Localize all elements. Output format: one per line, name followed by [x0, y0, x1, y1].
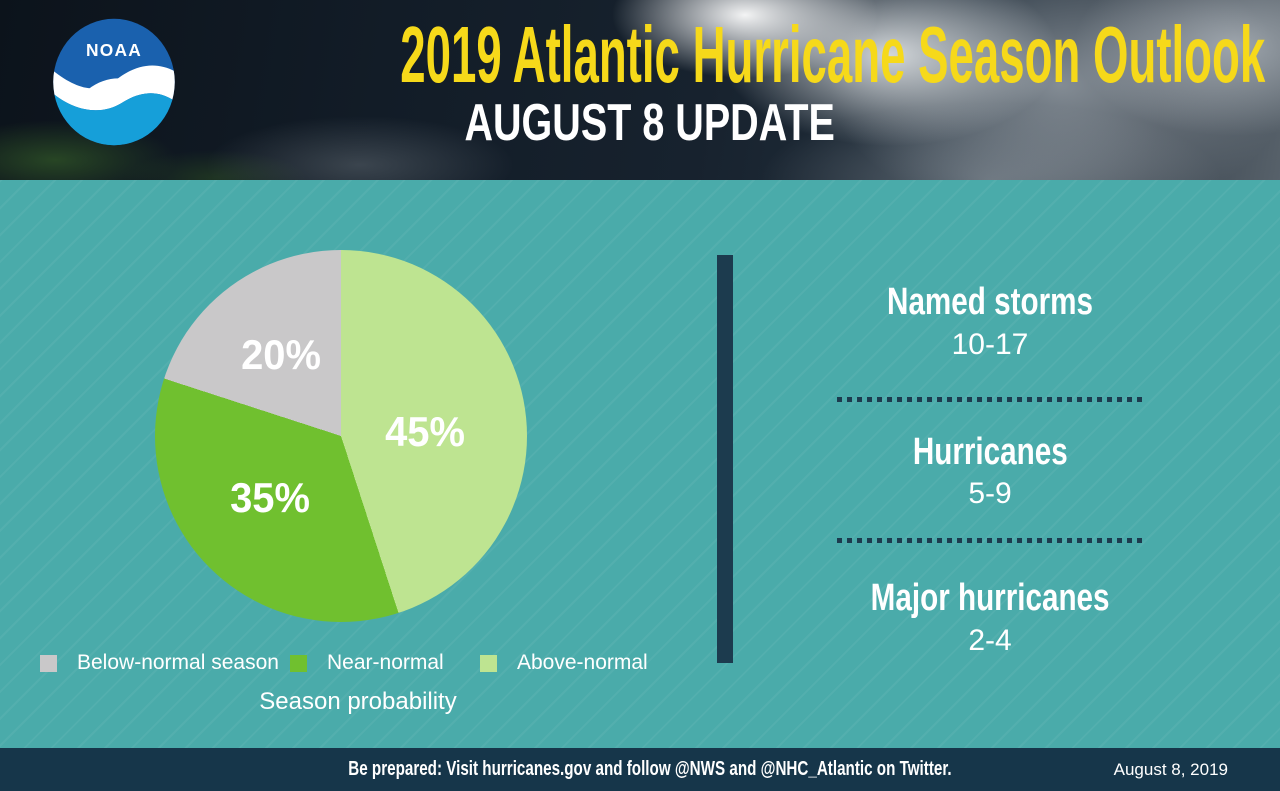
dotted-divider — [837, 397, 1143, 402]
noaa-logo-text: NOAA — [86, 40, 142, 60]
legend-label-below-normal: Below-normal season — [77, 651, 279, 674]
pie-chart: 45% 35% 20% — [155, 250, 527, 622]
stat-value-major-hurricanes: 2-4 — [968, 624, 1012, 657]
pie-slice-label-below-normal: 20% — [241, 331, 321, 378]
pie-slice-label-above-normal: 45% — [385, 408, 465, 455]
footer-date: August 8, 2019 — [1113, 760, 1228, 779]
legend-swatch-above-normal — [480, 654, 497, 672]
legend-swatch-below-normal — [40, 654, 57, 672]
stat-value-named-storms: 10-17 — [951, 328, 1029, 361]
vertical-divider — [717, 255, 733, 663]
chart-caption: Season probability — [259, 688, 457, 715]
main-content: 45% 35% 20% Below-normal season Near-nor… — [0, 180, 1280, 748]
legend-item-above-normal: Above-normal — [480, 647, 648, 679]
stat-label-named-storms: Named storms — [887, 281, 1093, 323]
footer-bar: Be prepared: Visit hurricanes.gov and fo… — [0, 748, 1280, 791]
stat-label-major-hurricanes: Major hurricanes — [870, 577, 1110, 619]
dotted-divider — [837, 538, 1143, 543]
pie-slice-label-near-normal: 35% — [230, 474, 310, 521]
legend-swatch-near-normal — [290, 654, 307, 672]
page-subtitle: AUGUST 8 UPDATE — [464, 94, 836, 152]
legend-label-near-normal: Near-normal — [327, 651, 444, 674]
stat-value-hurricanes: 5-9 — [968, 477, 1012, 510]
legend-item-below-normal: Below-normal season — [40, 647, 279, 679]
legend-label-above-normal: Above-normal — [517, 651, 648, 674]
header-banner: NOAA 2019 Atlantic Hurricane Season Outl… — [0, 0, 1280, 180]
footer-message: Be prepared: Visit hurricanes.gov and fo… — [348, 758, 952, 780]
page-title: 2019 Atlantic Hurricane Season Outlook — [400, 10, 1266, 99]
stat-label-hurricanes: Hurricanes — [912, 431, 1068, 473]
noaa-logo: NOAA — [52, 16, 176, 148]
noaa-logo-icon: NOAA — [53, 18, 175, 146]
header-text: 2019 Atlantic Hurricane Season Outlook A… — [0, 10, 1280, 152]
stats-panel: Named storms 10-17 Hurricanes 5-9 Major … — [760, 180, 1220, 748]
legend-item-near-normal: Near-normal — [290, 647, 444, 679]
